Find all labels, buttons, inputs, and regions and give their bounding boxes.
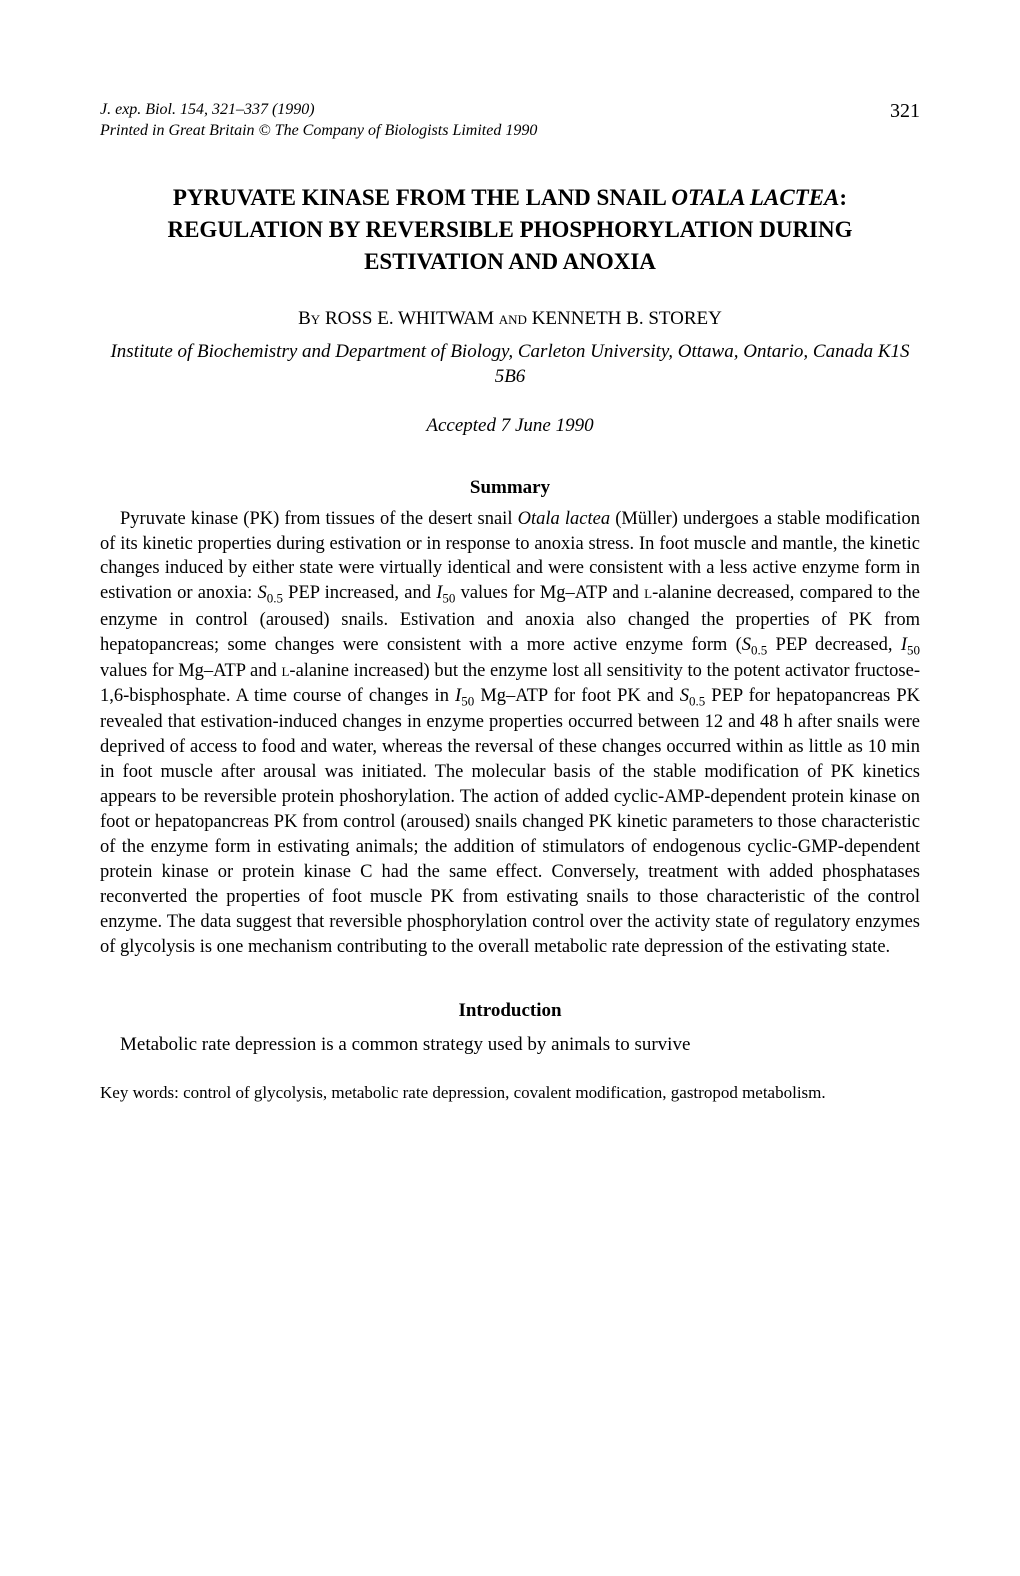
summary-text: Pyruvate kinase (PK) from tissues of the… [100,507,920,960]
author-1: ROSS E. WHITWAM [325,308,494,329]
introduction-text: Metabolic rate depression is a common st… [100,1032,920,1058]
accepted-date: Accepted 7 June 1990 [100,415,920,437]
journal-info: J. exp. Biol. 154, 321–337 (1990) Printe… [100,100,537,142]
author-2: KENNETH B. STOREY [532,308,722,329]
journal-copyright: Printed in Great Britain © The Company o… [100,121,537,142]
title-species: OTALA LACTEA [671,185,839,210]
authors-by: By [298,308,325,329]
authors-and: and [494,308,532,329]
header-row: J. exp. Biol. 154, 321–337 (1990) Printe… [100,100,920,142]
title-part1: PYRUVATE KINASE FROM THE LAND SNAIL [173,185,671,210]
introduction-heading: Introduction [100,1000,920,1022]
affiliation: Institute of Biochemistry and Department… [100,340,920,389]
page-number: 321 [890,100,920,123]
authors-line: By ROSS E. WHITWAM and KENNETH B. STOREY [100,308,920,330]
summary-heading: Summary [100,477,920,499]
journal-citation: J. exp. Biol. 154, 321–337 (1990) [100,100,537,121]
article-title: PYRUVATE KINASE FROM THE LAND SNAIL OTAL… [100,182,920,279]
keywords: Key words: control of glycolysis, metabo… [100,1082,920,1104]
